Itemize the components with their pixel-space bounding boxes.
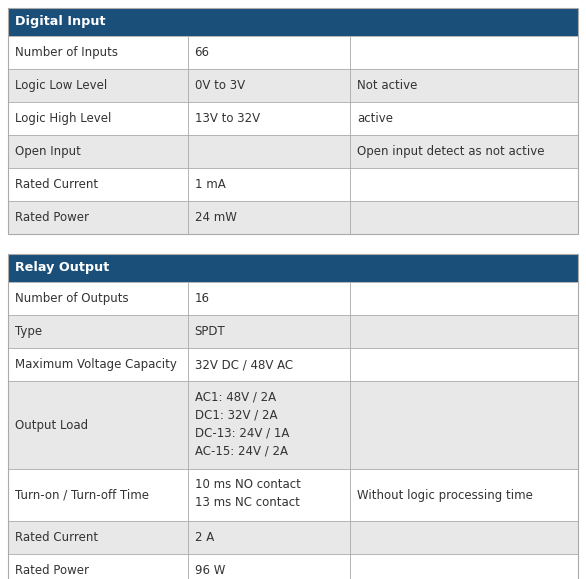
Text: 10 ms NO contact
13 ms NC contact: 10 ms NO contact 13 ms NC contact xyxy=(195,478,301,509)
Bar xyxy=(8,36,578,69)
Text: 96 W: 96 W xyxy=(195,564,225,577)
Bar xyxy=(8,201,578,234)
Text: Not active: Not active xyxy=(357,79,417,92)
Text: SPDT: SPDT xyxy=(195,325,225,338)
Bar xyxy=(8,69,578,102)
Text: Rated Power: Rated Power xyxy=(15,211,89,224)
Text: 0V to 3V: 0V to 3V xyxy=(195,79,245,92)
Text: Open Input: Open Input xyxy=(15,145,81,158)
Text: Relay Output: Relay Output xyxy=(15,262,109,274)
Text: 1 mA: 1 mA xyxy=(195,178,225,191)
Text: Rated Power: Rated Power xyxy=(15,564,89,577)
Text: Rated Current: Rated Current xyxy=(15,178,98,191)
Bar xyxy=(8,254,578,282)
Bar xyxy=(8,554,578,579)
Text: Logic Low Level: Logic Low Level xyxy=(15,79,107,92)
Text: Logic High Level: Logic High Level xyxy=(15,112,111,125)
Text: 2 A: 2 A xyxy=(195,531,214,544)
Text: Maximum Voltage Capacity: Maximum Voltage Capacity xyxy=(15,358,177,371)
Text: Rated Current: Rated Current xyxy=(15,531,98,544)
Text: Output Load: Output Load xyxy=(15,419,88,431)
Bar xyxy=(8,381,578,469)
Text: Turn-on / Turn-off Time: Turn-on / Turn-off Time xyxy=(15,489,149,501)
Text: Digital Input: Digital Input xyxy=(15,16,105,28)
Text: 13V to 32V: 13V to 32V xyxy=(195,112,260,125)
Text: Number of Outputs: Number of Outputs xyxy=(15,292,128,305)
Bar xyxy=(8,168,578,201)
Bar xyxy=(8,8,578,36)
Bar xyxy=(8,282,578,315)
Bar xyxy=(8,469,578,521)
Text: active: active xyxy=(357,112,393,125)
Bar xyxy=(8,102,578,135)
Text: AC1: 48V / 2A
DC1: 32V / 2A
DC-13: 24V / 1A
AC-15: 24V / 2A: AC1: 48V / 2A DC1: 32V / 2A DC-13: 24V /… xyxy=(195,390,289,457)
Bar xyxy=(8,348,578,381)
Text: Without logic processing time: Without logic processing time xyxy=(357,489,533,501)
Text: Number of Inputs: Number of Inputs xyxy=(15,46,118,59)
Bar xyxy=(8,254,578,579)
Bar xyxy=(8,8,578,234)
Text: 32V DC / 48V AC: 32V DC / 48V AC xyxy=(195,358,292,371)
Text: Type: Type xyxy=(15,325,42,338)
Text: 66: 66 xyxy=(195,46,210,59)
Text: 24 mW: 24 mW xyxy=(195,211,236,224)
Bar xyxy=(8,315,578,348)
Text: Open input detect as not active: Open input detect as not active xyxy=(357,145,544,158)
Bar xyxy=(8,135,578,168)
Text: 16: 16 xyxy=(195,292,210,305)
Bar xyxy=(8,521,578,554)
